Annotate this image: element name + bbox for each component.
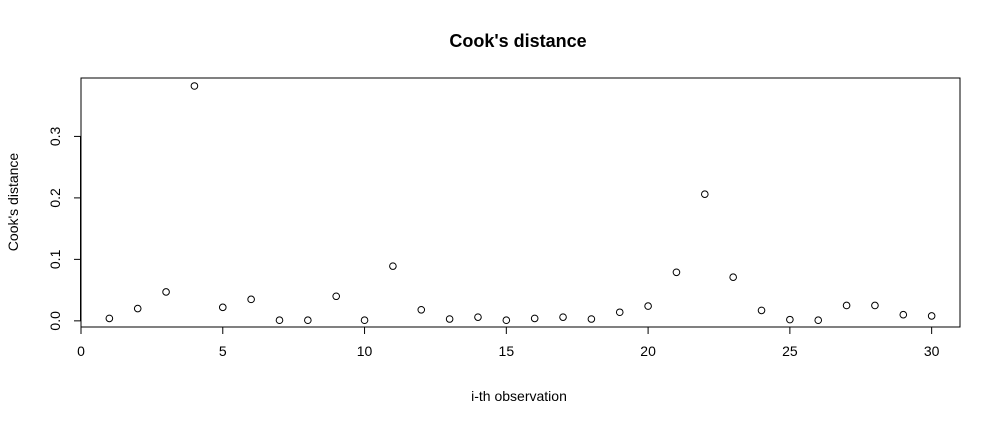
data-point (842, 301, 851, 310)
data-point (389, 262, 397, 270)
x-tick-label: 5 (219, 343, 227, 359)
data-point (729, 273, 737, 282)
data-point (899, 310, 908, 319)
x-tick-label: 30 (924, 343, 940, 359)
data-point (133, 304, 142, 313)
data-point (615, 308, 624, 317)
x-tick-label: 20 (640, 343, 656, 359)
y-axis: 0.0 0.1 0.2 0.3 (47, 126, 81, 331)
x-tick-label: 0 (77, 343, 85, 359)
data-point (672, 268, 681, 277)
x-tick-label: 25 (782, 343, 798, 359)
data-point (190, 82, 199, 90)
data-point (786, 315, 794, 324)
y-tick-label: 0.2 (47, 188, 63, 208)
data-point (871, 301, 879, 310)
data-point (757, 306, 766, 315)
data-point (502, 316, 511, 325)
data-point (417, 305, 426, 314)
data-points (105, 82, 936, 325)
data-point (445, 315, 454, 323)
data-point (247, 295, 255, 304)
data-point (105, 314, 114, 323)
data-point (474, 313, 482, 321)
data-point (701, 190, 709, 198)
data-point (304, 316, 312, 325)
plot-area-frame (80, 77, 961, 328)
x-tick-label: 15 (499, 343, 515, 359)
data-point (162, 288, 170, 296)
y-tick-label: 0.3 (47, 126, 63, 146)
y-tick-label: 0.0 (47, 311, 63, 331)
data-point (927, 312, 936, 320)
y-axis-label: Cook's distance (5, 153, 21, 252)
chart-title: Cook's distance (449, 31, 586, 51)
data-point (587, 315, 596, 323)
data-point (559, 313, 567, 321)
data-point (218, 303, 227, 312)
data-point (814, 316, 823, 325)
data-point (644, 302, 652, 310)
data-point (275, 316, 284, 325)
data-point (332, 292, 340, 301)
data-point (530, 314, 539, 323)
y-tick-label: 0.1 (47, 249, 63, 269)
x-axis-label: i-th observation (471, 388, 567, 404)
data-point (360, 316, 369, 325)
x-tick-label: 10 (357, 343, 373, 359)
x-axis: 0 5 10 15 20 25 30 (77, 326, 940, 359)
